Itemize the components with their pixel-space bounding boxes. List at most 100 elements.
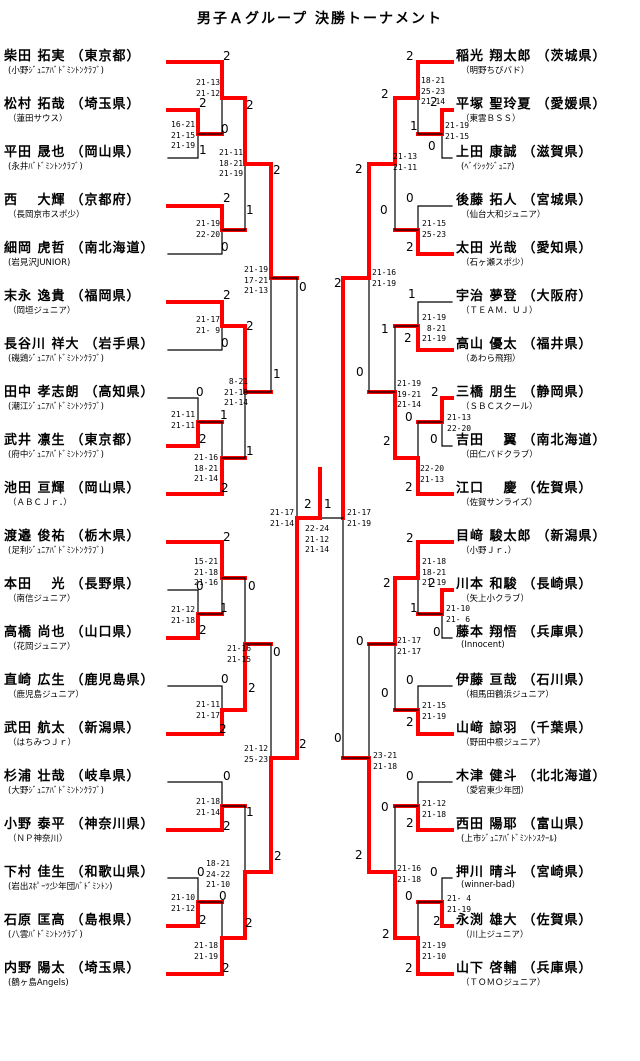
winner-path-line — [166, 420, 200, 448]
player-prefecture: （兵庫県） — [522, 961, 593, 976]
match-result-digit: 0 — [219, 889, 227, 903]
match-result-digit: 2 — [199, 432, 207, 446]
match-result-digit: 2 — [299, 737, 307, 751]
player-prefecture: （神奈川県） — [70, 817, 155, 832]
player-prefecture: （岡山県） — [70, 145, 141, 160]
match-result-digit: 2 — [223, 49, 231, 63]
player-club: (上市ｼﾞｭﾆｱﾊﾞﾄﾞﾐﾝﾄﾝｽｸｰﾙ) — [461, 834, 557, 844]
player-name: 永渕 雄大 （佐賀県） — [456, 909, 593, 928]
player-name: 目﨑 駿太郎 （新潟県） — [456, 525, 607, 544]
bracket-line — [417, 781, 453, 807]
player-fullname: 直崎 広生 — [4, 673, 66, 688]
winner-path-line — [367, 756, 397, 874]
player-fullname: 末永 逸貴 — [4, 289, 66, 304]
match-result-digit: 0 — [223, 769, 231, 783]
game-score: 21-15 25-23 — [422, 219, 447, 239]
player-club: (岩見沢JUNIOR) — [8, 258, 71, 268]
player-name: 後藤 拓人 （宮城県） — [456, 189, 593, 208]
player-club: （相馬田鶴浜ジュニア） — [461, 690, 554, 700]
bracket-line — [417, 421, 443, 459]
match-result-digit: 2 — [406, 49, 414, 63]
game-score: 21-19 22-20 — [196, 219, 221, 239]
match-result-digit: 0 — [405, 410, 413, 424]
player-club: （あわら飛翔） — [461, 354, 521, 364]
player-fullname: 渡邉 俊祐 — [4, 529, 66, 544]
player-name: 末永 逸貴 （福岡県） — [4, 285, 141, 304]
bracket-line — [441, 421, 453, 447]
player-club: （ＴＯＭＯジュニア） — [461, 978, 546, 988]
match-result-digit: 0 — [405, 889, 413, 903]
player-club: （野田中根ジュニア） — [461, 738, 546, 748]
match-result-digit: 2 — [219, 722, 227, 736]
bracket-line — [394, 325, 419, 393]
player-club: (winner-bad) — [461, 880, 515, 890]
player-prefecture: （京都府） — [70, 193, 141, 208]
player-fullname: 高橋 尚也 — [4, 625, 66, 640]
bracket-line — [441, 613, 453, 639]
match-result-digit: 2 — [248, 681, 256, 695]
game-score: 15-21 21-18 21-16 — [194, 557, 219, 587]
game-score: 21-17 21-19 — [347, 508, 372, 528]
game-score: 21-10 21- 6 — [446, 604, 471, 624]
game-score: 21-18 18-21 21-19 — [422, 557, 447, 587]
match-result-digit: 0 — [197, 865, 205, 879]
game-score: 21-12 21-18 — [422, 799, 447, 819]
player-fullname: 石原 匡高 — [4, 913, 66, 928]
game-score: 22-20 21-13 — [420, 464, 445, 484]
match-result-digit: 0 — [381, 686, 389, 700]
match-result-digit: 2 — [274, 849, 282, 863]
player-club: （花岡ジュニア） — [8, 642, 76, 652]
player-fullname: 伊藤 亘哉 — [456, 673, 518, 688]
bracket-line — [441, 877, 453, 903]
player-prefecture: （長崎県） — [522, 577, 593, 592]
match-result-digit: 0 — [196, 579, 204, 593]
game-score: 21-19 21-15 — [445, 121, 470, 141]
player-name: 内野 陽太 （埼玉県） — [4, 957, 141, 976]
player-prefecture: （北北海道） — [522, 769, 607, 784]
player-prefecture: （宮崎県） — [522, 865, 593, 880]
winner-path-line — [393, 96, 420, 166]
player-name: 石原 匡高 （島根県） — [4, 909, 141, 928]
player-name: 武田 航太 （新潟県） — [4, 717, 141, 736]
player-fullname: 西 大輝 — [4, 193, 66, 208]
player-fullname: 後藤 拓人 — [456, 193, 518, 208]
player-club: （矢上小クラブ） — [461, 594, 530, 604]
player-club: （鹿児島ジュニア） — [8, 690, 84, 700]
match-result-digit: 0 — [196, 385, 204, 399]
player-name: 小野 泰平 （神奈川県） — [4, 813, 155, 832]
game-score: 21-16 21-15 — [227, 644, 252, 664]
bracket-line — [221, 391, 246, 459]
winner-path-line — [166, 60, 224, 100]
match-result-digit: 0 — [248, 579, 256, 593]
bracket-line — [197, 901, 223, 939]
winner-path-line — [166, 108, 200, 136]
match-result-digit: 0 — [221, 336, 229, 350]
bracket-line — [342, 517, 370, 759]
match-result-digit: 2 — [382, 927, 390, 941]
winner-path-line — [243, 162, 273, 280]
bracket-line — [417, 901, 443, 939]
bracket-line — [417, 685, 453, 711]
winner-path-line — [393, 576, 420, 646]
match-result-digit: 1 — [199, 143, 207, 157]
bracket-line — [368, 643, 396, 759]
match-result-digit: 2 — [431, 385, 439, 399]
game-score: 21-19 21-10 — [422, 941, 447, 961]
player-fullname: 平塚 聖玲夏 — [456, 97, 532, 112]
bracket-line — [167, 325, 223, 351]
player-club: （仙台大和ジュニア） — [461, 210, 546, 220]
match-result-digit: 1 — [220, 601, 228, 615]
match-result-digit: 2 — [406, 240, 414, 254]
game-score: 23-21 21-18 — [373, 751, 398, 771]
match-result-digit: 0 — [433, 625, 441, 639]
player-club: （岡垣ジュニア） — [8, 306, 76, 316]
player-club: （田仁バドクラブ） — [461, 450, 538, 460]
bracket-line — [394, 643, 419, 711]
game-score: 21-16 21-18 — [397, 864, 422, 884]
player-fullname: 高山 優太 — [456, 337, 518, 352]
player-name: 平田 晟也 （岡山県） — [4, 141, 141, 160]
bracket-line — [441, 133, 453, 159]
player-name: 太田 光哉 （愛知県） — [456, 237, 593, 256]
game-score: 21-18 21-19 — [194, 941, 219, 961]
